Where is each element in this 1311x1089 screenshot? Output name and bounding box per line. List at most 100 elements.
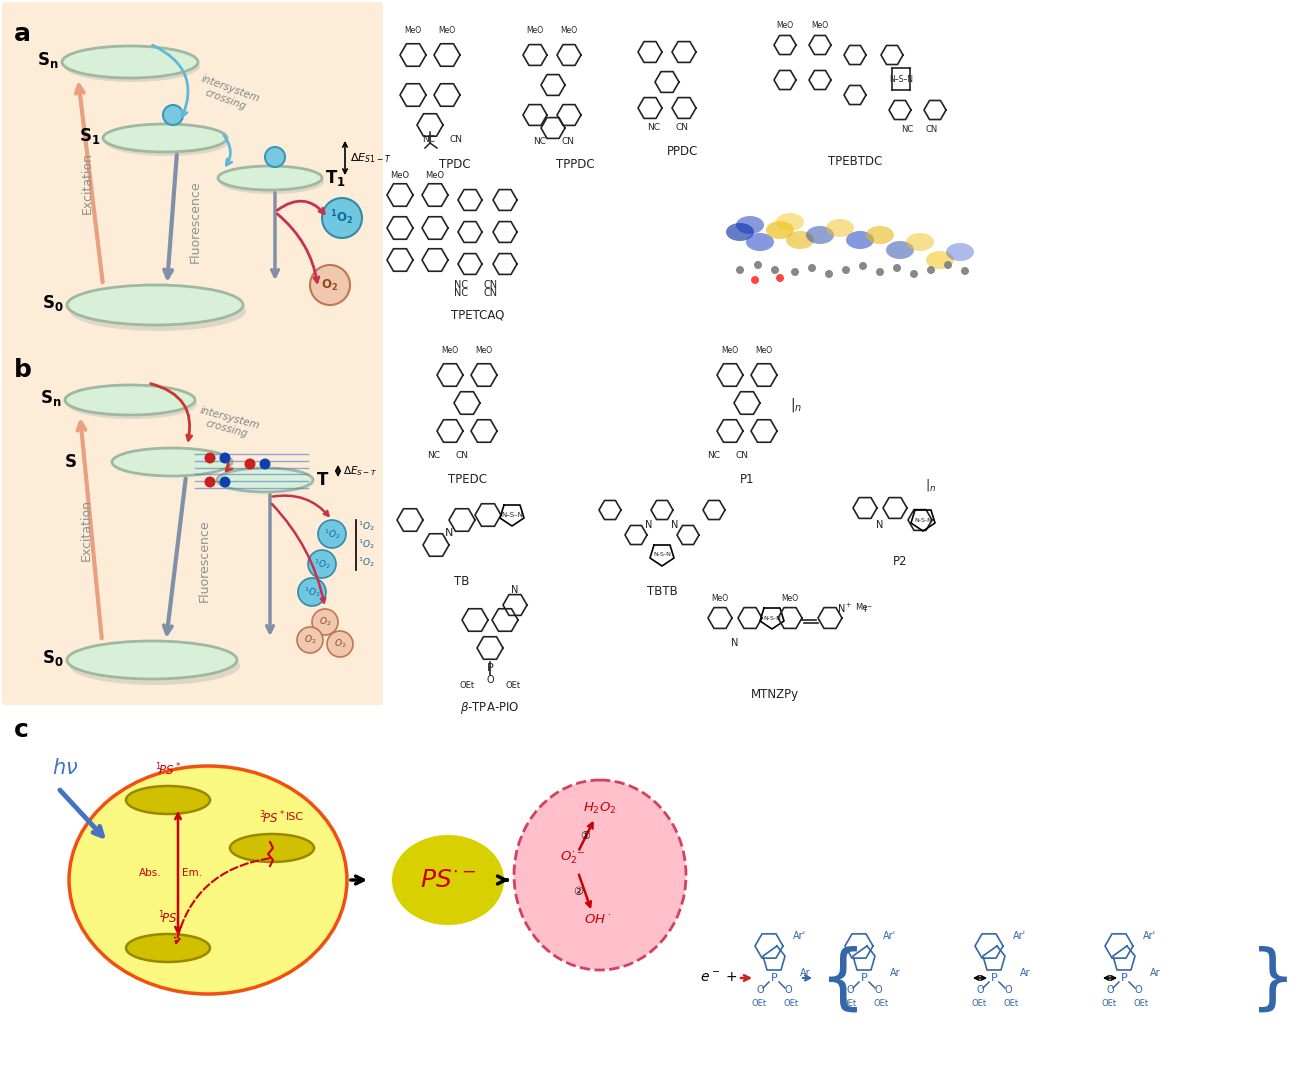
Circle shape — [771, 266, 779, 274]
Text: }: } — [1249, 945, 1295, 1015]
Text: I$^-$: I$^-$ — [863, 602, 873, 613]
Ellipse shape — [776, 213, 804, 231]
FancyBboxPatch shape — [3, 2, 383, 343]
Text: OEt: OEt — [505, 681, 520, 689]
Circle shape — [312, 609, 338, 635]
Text: MTNZPy: MTNZPy — [751, 688, 800, 701]
Text: MeO: MeO — [438, 26, 455, 35]
Text: TB: TB — [455, 575, 469, 588]
Text: $^1O_2$: $^1O_2$ — [358, 537, 375, 551]
Text: Ar': Ar' — [792, 931, 805, 941]
Text: b: b — [14, 358, 31, 382]
Text: OEt: OEt — [1134, 999, 1148, 1007]
Ellipse shape — [947, 243, 974, 261]
Text: MeO: MeO — [812, 21, 829, 30]
Ellipse shape — [67, 641, 237, 680]
Text: NC: NC — [422, 135, 435, 145]
Text: CN: CN — [482, 287, 497, 298]
Text: $PS^{\cdot -}$: $PS^{\cdot -}$ — [420, 868, 476, 892]
Text: $\mathbf{T}$: $\mathbf{T}$ — [316, 472, 329, 489]
Text: MeO: MeO — [404, 26, 422, 35]
Text: O: O — [846, 984, 853, 995]
Text: NC: NC — [707, 451, 720, 460]
Ellipse shape — [111, 448, 232, 476]
Text: $^1O_2$: $^1O_2$ — [304, 585, 320, 599]
Circle shape — [776, 274, 784, 282]
Text: Ar: Ar — [1020, 968, 1030, 978]
Text: CN: CN — [926, 125, 937, 135]
Ellipse shape — [746, 233, 773, 250]
Ellipse shape — [766, 221, 794, 238]
Text: Ar: Ar — [890, 968, 901, 978]
Text: CN: CN — [562, 136, 576, 146]
Ellipse shape — [69, 291, 246, 331]
FancyBboxPatch shape — [3, 339, 383, 705]
Text: OEt: OEt — [971, 999, 987, 1007]
Text: TPEDC: TPEDC — [447, 473, 486, 486]
Text: ISC: ISC — [286, 812, 304, 822]
Ellipse shape — [69, 647, 240, 685]
Circle shape — [319, 521, 346, 548]
Text: $h\nu$: $h\nu$ — [52, 758, 79, 778]
Text: CN: CN — [482, 280, 497, 290]
Text: $\mathbf{S_0}$: $\mathbf{S_0}$ — [42, 648, 64, 668]
Text: $\mathbf{O_2}$: $\mathbf{O_2}$ — [321, 278, 338, 293]
Text: P1: P1 — [739, 473, 754, 486]
Text: $^1\!PS^*$: $^1\!PS^*$ — [155, 761, 181, 778]
Ellipse shape — [926, 250, 954, 269]
Text: Excitation: Excitation — [80, 152, 93, 215]
Circle shape — [791, 268, 798, 276]
Circle shape — [308, 550, 336, 578]
Circle shape — [219, 453, 231, 464]
Text: $O_2$: $O_2$ — [304, 634, 316, 646]
Text: $\Delta E_{S1-T}$: $\Delta E_{S1-T}$ — [350, 151, 391, 164]
Text: $^1\!PS$: $^1\!PS$ — [159, 909, 178, 926]
Circle shape — [298, 627, 323, 653]
Text: Em.: Em. — [182, 868, 202, 878]
Text: $^1O_2$: $^1O_2$ — [358, 555, 375, 568]
Text: Abs.: Abs. — [139, 868, 163, 878]
Ellipse shape — [826, 219, 853, 237]
Text: NC: NC — [648, 123, 659, 133]
Text: intersystem
crossing: intersystem crossing — [195, 405, 261, 442]
Circle shape — [754, 261, 762, 269]
Text: OEt: OEt — [1003, 999, 1019, 1007]
Text: P2: P2 — [893, 555, 907, 568]
Ellipse shape — [886, 241, 914, 259]
Text: ②: ② — [573, 888, 583, 897]
Circle shape — [825, 270, 832, 278]
Text: $\Delta E_{S-T}$: $\Delta E_{S-T}$ — [343, 464, 378, 478]
Text: Ar': Ar' — [882, 931, 895, 941]
Text: OEt: OEt — [873, 999, 889, 1007]
Text: Fluorescence: Fluorescence — [189, 180, 202, 262]
Text: P: P — [860, 972, 868, 983]
Text: OEt: OEt — [1101, 999, 1117, 1007]
Ellipse shape — [867, 227, 894, 244]
Text: TBTB: TBTB — [646, 585, 678, 598]
Text: $\mathbf{S_n}$: $\mathbf{S_n}$ — [41, 388, 62, 408]
Text: N: N — [876, 521, 884, 530]
Circle shape — [323, 198, 362, 238]
Circle shape — [808, 264, 815, 272]
Text: N: N — [645, 521, 653, 530]
Text: O: O — [1004, 984, 1012, 995]
Ellipse shape — [787, 231, 814, 249]
Text: OEt: OEt — [751, 999, 767, 1007]
Circle shape — [244, 458, 256, 469]
Text: N: N — [444, 528, 454, 538]
Text: MeO: MeO — [781, 594, 798, 603]
Text: O: O — [486, 675, 494, 685]
Text: c: c — [14, 718, 29, 742]
Text: O: O — [1134, 984, 1142, 995]
Circle shape — [265, 147, 284, 167]
Ellipse shape — [69, 766, 347, 994]
Text: $O_2^{\cdot -}$: $O_2^{\cdot -}$ — [560, 849, 585, 867]
Text: NC: NC — [454, 280, 468, 290]
Ellipse shape — [126, 786, 210, 813]
Text: MeO: MeO — [560, 26, 578, 35]
Text: $\vert_n$: $\vert_n$ — [791, 396, 802, 414]
Ellipse shape — [229, 834, 315, 862]
Text: N-S-N: N-S-N — [763, 615, 781, 621]
Text: O: O — [874, 984, 882, 995]
Text: $^1O_2$: $^1O_2$ — [358, 519, 375, 533]
